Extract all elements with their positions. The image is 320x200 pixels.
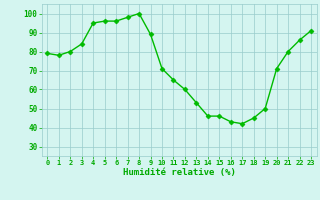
X-axis label: Humidité relative (%): Humidité relative (%)	[123, 168, 236, 177]
